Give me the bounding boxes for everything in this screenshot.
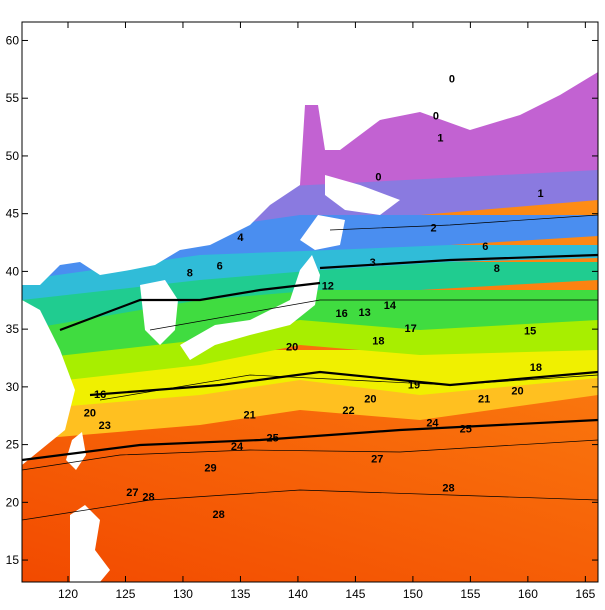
- contour-label: 14: [384, 300, 397, 312]
- contour-label: 0: [433, 111, 439, 123]
- y-tick-label: 15: [6, 553, 20, 567]
- plot-frame: [21, 21, 599, 583]
- contour-label: 27: [371, 453, 383, 465]
- contour-label: 25: [460, 423, 472, 435]
- contour-label: 20: [511, 385, 523, 397]
- y-tick-label: 40: [6, 264, 20, 278]
- contour-label: 24: [426, 418, 439, 430]
- y-tick-label: 30: [6, 380, 20, 394]
- contour-label: 8: [187, 268, 193, 280]
- contour-label: 3: [370, 257, 376, 269]
- x-tick-label: 130: [173, 587, 193, 601]
- sea-surface: [22, 22, 598, 582]
- x-tick-label: 160: [518, 587, 538, 601]
- contour-label: 18: [530, 362, 542, 374]
- y-tick-label: 35: [6, 322, 20, 336]
- contour-label: 24: [231, 441, 244, 453]
- contour-label: 20: [84, 407, 96, 419]
- y-tick-label: 20: [6, 495, 20, 509]
- contour-label: 2: [431, 223, 437, 235]
- contour-label: 28: [212, 509, 224, 521]
- contour-label: 29: [204, 463, 216, 475]
- x-tick-label: 155: [460, 587, 480, 601]
- y-tick-label: 60: [6, 33, 20, 47]
- contour-label: 25: [267, 433, 279, 445]
- contour-label: 18: [372, 336, 384, 348]
- contour-label: 20: [286, 341, 298, 353]
- x-tick-label: 140: [288, 587, 308, 601]
- contour-label: 13: [358, 307, 370, 319]
- contour-label: 8: [494, 263, 500, 275]
- contour-label: 1: [537, 188, 543, 200]
- contour-label: 20: [364, 393, 376, 405]
- contour-label: 16: [335, 308, 347, 320]
- contour-label: 28: [442, 482, 454, 494]
- x-tick-label: 145: [345, 587, 365, 601]
- contour-label: 21: [478, 393, 490, 405]
- contour-label: 12: [322, 280, 334, 292]
- contour-label: 22: [342, 405, 354, 417]
- contour-label: 19: [408, 380, 420, 392]
- contour-label: 27: [126, 487, 138, 499]
- x-tick-label: 135: [230, 587, 250, 601]
- x-tick-label: 150: [403, 587, 423, 601]
- y-tick-label: 25: [6, 438, 20, 452]
- contour-label: 28: [142, 492, 154, 504]
- y-tick-label: 55: [6, 91, 20, 105]
- contour-label: 23: [99, 420, 111, 432]
- contour-label: 21: [244, 410, 256, 422]
- contour-label: 6: [217, 261, 223, 273]
- contour-label: 16: [94, 389, 106, 401]
- x-tick-label: 125: [115, 587, 135, 601]
- contour-label: 6: [482, 241, 488, 253]
- y-tick-label: 45: [6, 207, 20, 221]
- contour-label: 15: [524, 325, 536, 337]
- contour-label: 4: [237, 232, 244, 244]
- x-tick-label: 120: [58, 587, 78, 601]
- contour-label: 17: [404, 323, 416, 335]
- contour-label: 0: [375, 172, 381, 184]
- x-tick-label: 165: [575, 587, 595, 601]
- y-tick-label: 50: [6, 149, 20, 163]
- contour-label: 0: [449, 74, 455, 86]
- contour-label: 1: [437, 132, 443, 144]
